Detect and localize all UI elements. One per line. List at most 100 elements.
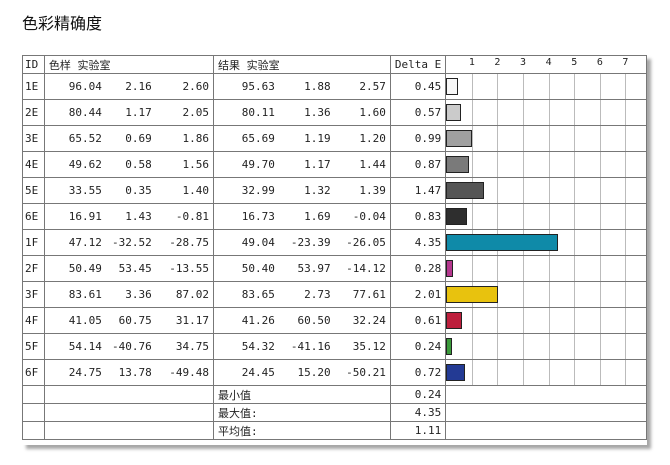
result-a: 15.20 [278,359,335,386]
gridline [599,308,601,333]
sample-l: 80.44 [43,99,106,126]
table-row: 6E 16.91 1.43 -0.81 16.73 1.69 -0.04 0.83 [22,203,647,230]
sample-b: 34.75 [155,333,214,360]
sample-b: -49.48 [155,359,214,386]
header-id: ID [22,55,45,74]
row-id: 5E [22,177,45,204]
gridline [471,360,473,385]
blank-cell [22,421,45,440]
blank-cell [43,403,215,422]
delta-e-bar-cell [445,125,647,152]
delta-e-bar-cell [445,255,647,282]
delta-e-bar [446,364,465,381]
sample-b: 2.60 [155,73,214,100]
scale-tick-label: 7 [622,57,629,68]
row-id: 1E [22,73,45,100]
header-sample-lab: 色样 实验室 [43,55,215,74]
gridline [625,126,627,151]
result-b: -26.05 [334,229,391,256]
row-id: 2E [22,99,45,126]
delta-e-bar [446,312,462,329]
gridline [574,282,576,307]
summary-value: 4.35 [389,403,447,422]
gridline [548,152,550,177]
blank-cell [445,385,647,404]
header-result-lab: 结果 实验室 [213,55,391,74]
gridline [471,100,473,125]
gridline [497,100,499,125]
summary-row: 平均值: 1.11 [22,421,647,440]
gridline [497,204,499,229]
gridline [471,74,473,99]
gridline [523,282,525,307]
gridline [599,152,601,177]
gridline [599,100,601,125]
gridline [574,230,576,255]
result-a: 1.19 [278,125,335,152]
result-a: 2.73 [278,281,335,308]
sample-l: 49.62 [43,151,106,178]
sample-l: 24.75 [43,359,106,386]
sample-a: 0.69 [105,125,156,152]
sample-b: 1.56 [155,151,214,178]
scale-tick-label: 2 [494,57,501,68]
row-id: 2F [22,255,45,282]
delta-e-bar-cell [445,333,647,360]
row-id: 3E [22,125,45,152]
result-a: 1.32 [278,177,335,204]
table-row: 1F 47.12 -32.52 -28.75 49.04 -23.39 -26.05 4.35 [22,229,647,256]
summary-label: 平均值: [213,421,391,440]
result-a: 1.88 [278,73,335,100]
delta-e-bar [446,260,454,277]
blank-cell [445,403,647,422]
blank-cell [22,403,45,422]
summary-value: 1.11 [389,421,447,440]
gridline [599,178,601,203]
gridline [599,230,601,255]
sample-l: 65.52 [43,125,106,152]
result-a: -23.39 [278,229,335,256]
delta-e-bar [446,78,458,95]
row-id: 6F [22,359,45,386]
table-row: 2E 80.44 1.17 2.05 80.11 1.36 1.60 0.57 [22,99,647,126]
gridline [574,204,576,229]
sample-b: 1.40 [155,177,214,204]
delta-e-bar-cell [445,99,647,126]
gridline [523,152,525,177]
result-l: 83.65 [212,281,279,308]
gridline [497,126,499,151]
delta-e-bar [446,182,484,199]
sample-a: 3.36 [105,281,156,308]
delta-e-value: 0.99 [389,125,447,152]
gridline [625,178,627,203]
blank-cell [43,421,215,440]
gridline [497,256,499,281]
summary-label: 最小值 [213,385,391,404]
gridline [625,308,627,333]
gridline [599,256,601,281]
delta-e-bar [446,104,461,121]
sample-l: 16.91 [43,203,106,230]
gridline [599,126,601,151]
gridline [599,334,601,359]
delta-e-bar [446,338,453,355]
delta-e-bar [446,208,468,225]
delta-e-bar-cell [445,307,647,334]
delta-e-value: 0.28 [389,255,447,282]
color-accuracy-table-panel: ID 色样 实验室 结果 实验室 Delta E 1 2 3 4 5 6 7 1E 96.04… [22,55,647,445]
delta-e-bar [446,286,498,303]
row-id: 5F [22,333,45,360]
result-l: 49.70 [212,151,279,178]
gridline [548,74,550,99]
table-row: 2F 50.49 53.45 -13.55 50.40 53.97 -14.12 0.28 [22,255,647,282]
gridline [625,230,627,255]
delta-e-value: 0.83 [389,203,447,230]
sample-l: 50.49 [43,255,106,282]
blank-cell [22,385,45,404]
gridline [548,126,550,151]
result-l: 32.99 [212,177,279,204]
gridline [548,256,550,281]
result-l: 80.11 [212,99,279,126]
blank-cell [445,421,647,440]
gridline [523,74,525,99]
